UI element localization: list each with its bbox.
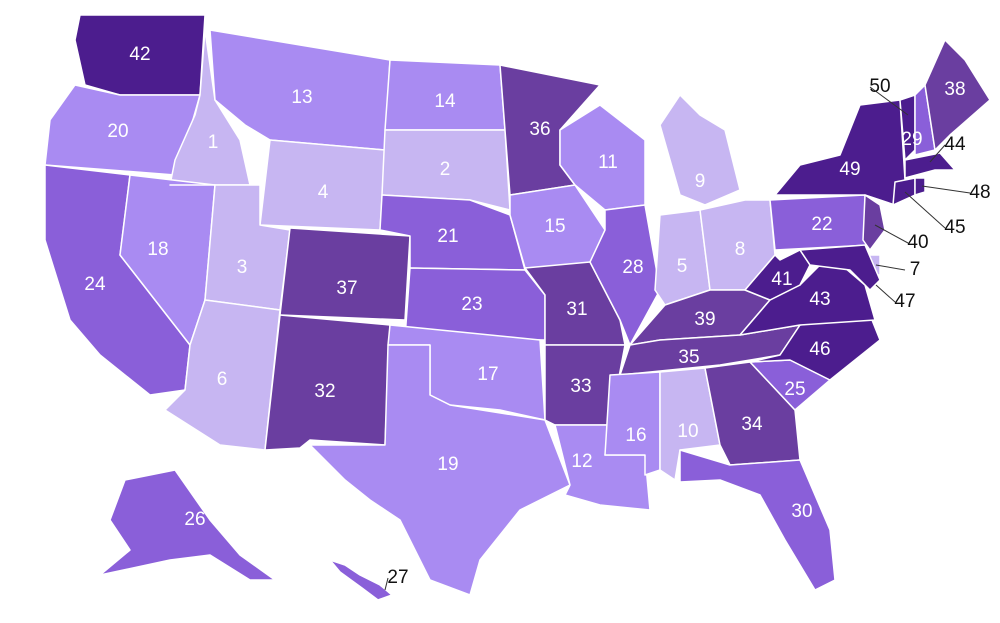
- state-label: 32: [314, 381, 335, 402]
- state: [99, 469, 276, 581]
- state-label: 1: [208, 132, 219, 153]
- leader-line: [875, 264, 906, 271]
- leader-line: [921, 185, 971, 194]
- state-label: 9: [695, 171, 706, 192]
- state-label: 25: [784, 379, 805, 400]
- state-label: 6: [217, 369, 228, 390]
- state-label: 38: [944, 79, 965, 100]
- state-label: 29: [901, 129, 922, 150]
- state-label: 33: [570, 376, 591, 397]
- state: [309, 344, 571, 596]
- state-label: 50: [869, 76, 890, 97]
- state-label: 27: [387, 567, 408, 588]
- state-label: 34: [741, 414, 763, 435]
- state-label: 45: [944, 217, 965, 238]
- state-label: 41: [771, 269, 792, 290]
- state: [892, 177, 916, 206]
- state: [679, 449, 836, 591]
- state-label: 49: [839, 159, 860, 180]
- state: [862, 194, 886, 251]
- state-label: 44: [944, 134, 966, 155]
- state: [774, 99, 906, 206]
- state-label: 35: [678, 347, 699, 368]
- state-label: 26: [184, 509, 205, 530]
- state-label: 47: [894, 291, 915, 312]
- state-label: 24: [84, 274, 106, 295]
- state-label: 28: [622, 257, 643, 278]
- state-label: 8: [735, 239, 746, 260]
- state: [381, 129, 511, 211]
- state-label: 4: [318, 182, 329, 203]
- leader-line: [904, 191, 946, 229]
- state-label: 13: [291, 87, 312, 108]
- state-label: 7: [910, 259, 921, 280]
- state-label: 2: [440, 159, 451, 180]
- state-label: 37: [336, 278, 357, 299]
- state: [904, 152, 956, 179]
- leader-line: [384, 577, 389, 591]
- leader-line: [869, 86, 909, 116]
- state-label: 14: [434, 91, 456, 112]
- state-label: 30: [791, 501, 812, 522]
- state-label: 43: [809, 289, 830, 310]
- state: [799, 244, 881, 291]
- state-label: 17: [477, 364, 498, 385]
- state-label: 48: [969, 182, 990, 203]
- state: [279, 227, 411, 321]
- state-label: 20: [107, 121, 128, 142]
- state-label: 16: [625, 425, 646, 446]
- state-label: 12: [571, 451, 592, 472]
- state: [739, 254, 876, 336]
- state-label: 39: [694, 309, 715, 330]
- state-label: 23: [461, 294, 482, 315]
- state-label: 31: [566, 299, 587, 320]
- state: [924, 39, 991, 151]
- state: [329, 559, 393, 601]
- state: [589, 204, 661, 346]
- state-label: 36: [529, 119, 550, 140]
- state-label: 18: [147, 239, 168, 260]
- state-label: 5: [677, 256, 688, 277]
- state-label: 15: [544, 216, 565, 237]
- state-label: 10: [677, 421, 698, 442]
- state-label: 11: [598, 152, 618, 173]
- state-label: 42: [129, 44, 150, 65]
- state: [659, 94, 741, 206]
- state-label: 19: [437, 454, 458, 475]
- leader-line: [874, 224, 909, 244]
- leader-line: [875, 284, 896, 303]
- state-label: 46: [809, 339, 830, 360]
- leader-line: [929, 144, 946, 163]
- state-label: 3: [237, 257, 248, 278]
- state-label: 40: [907, 232, 928, 253]
- state-label: 22: [811, 214, 832, 235]
- state-label: 21: [437, 226, 458, 247]
- state: [914, 177, 926, 196]
